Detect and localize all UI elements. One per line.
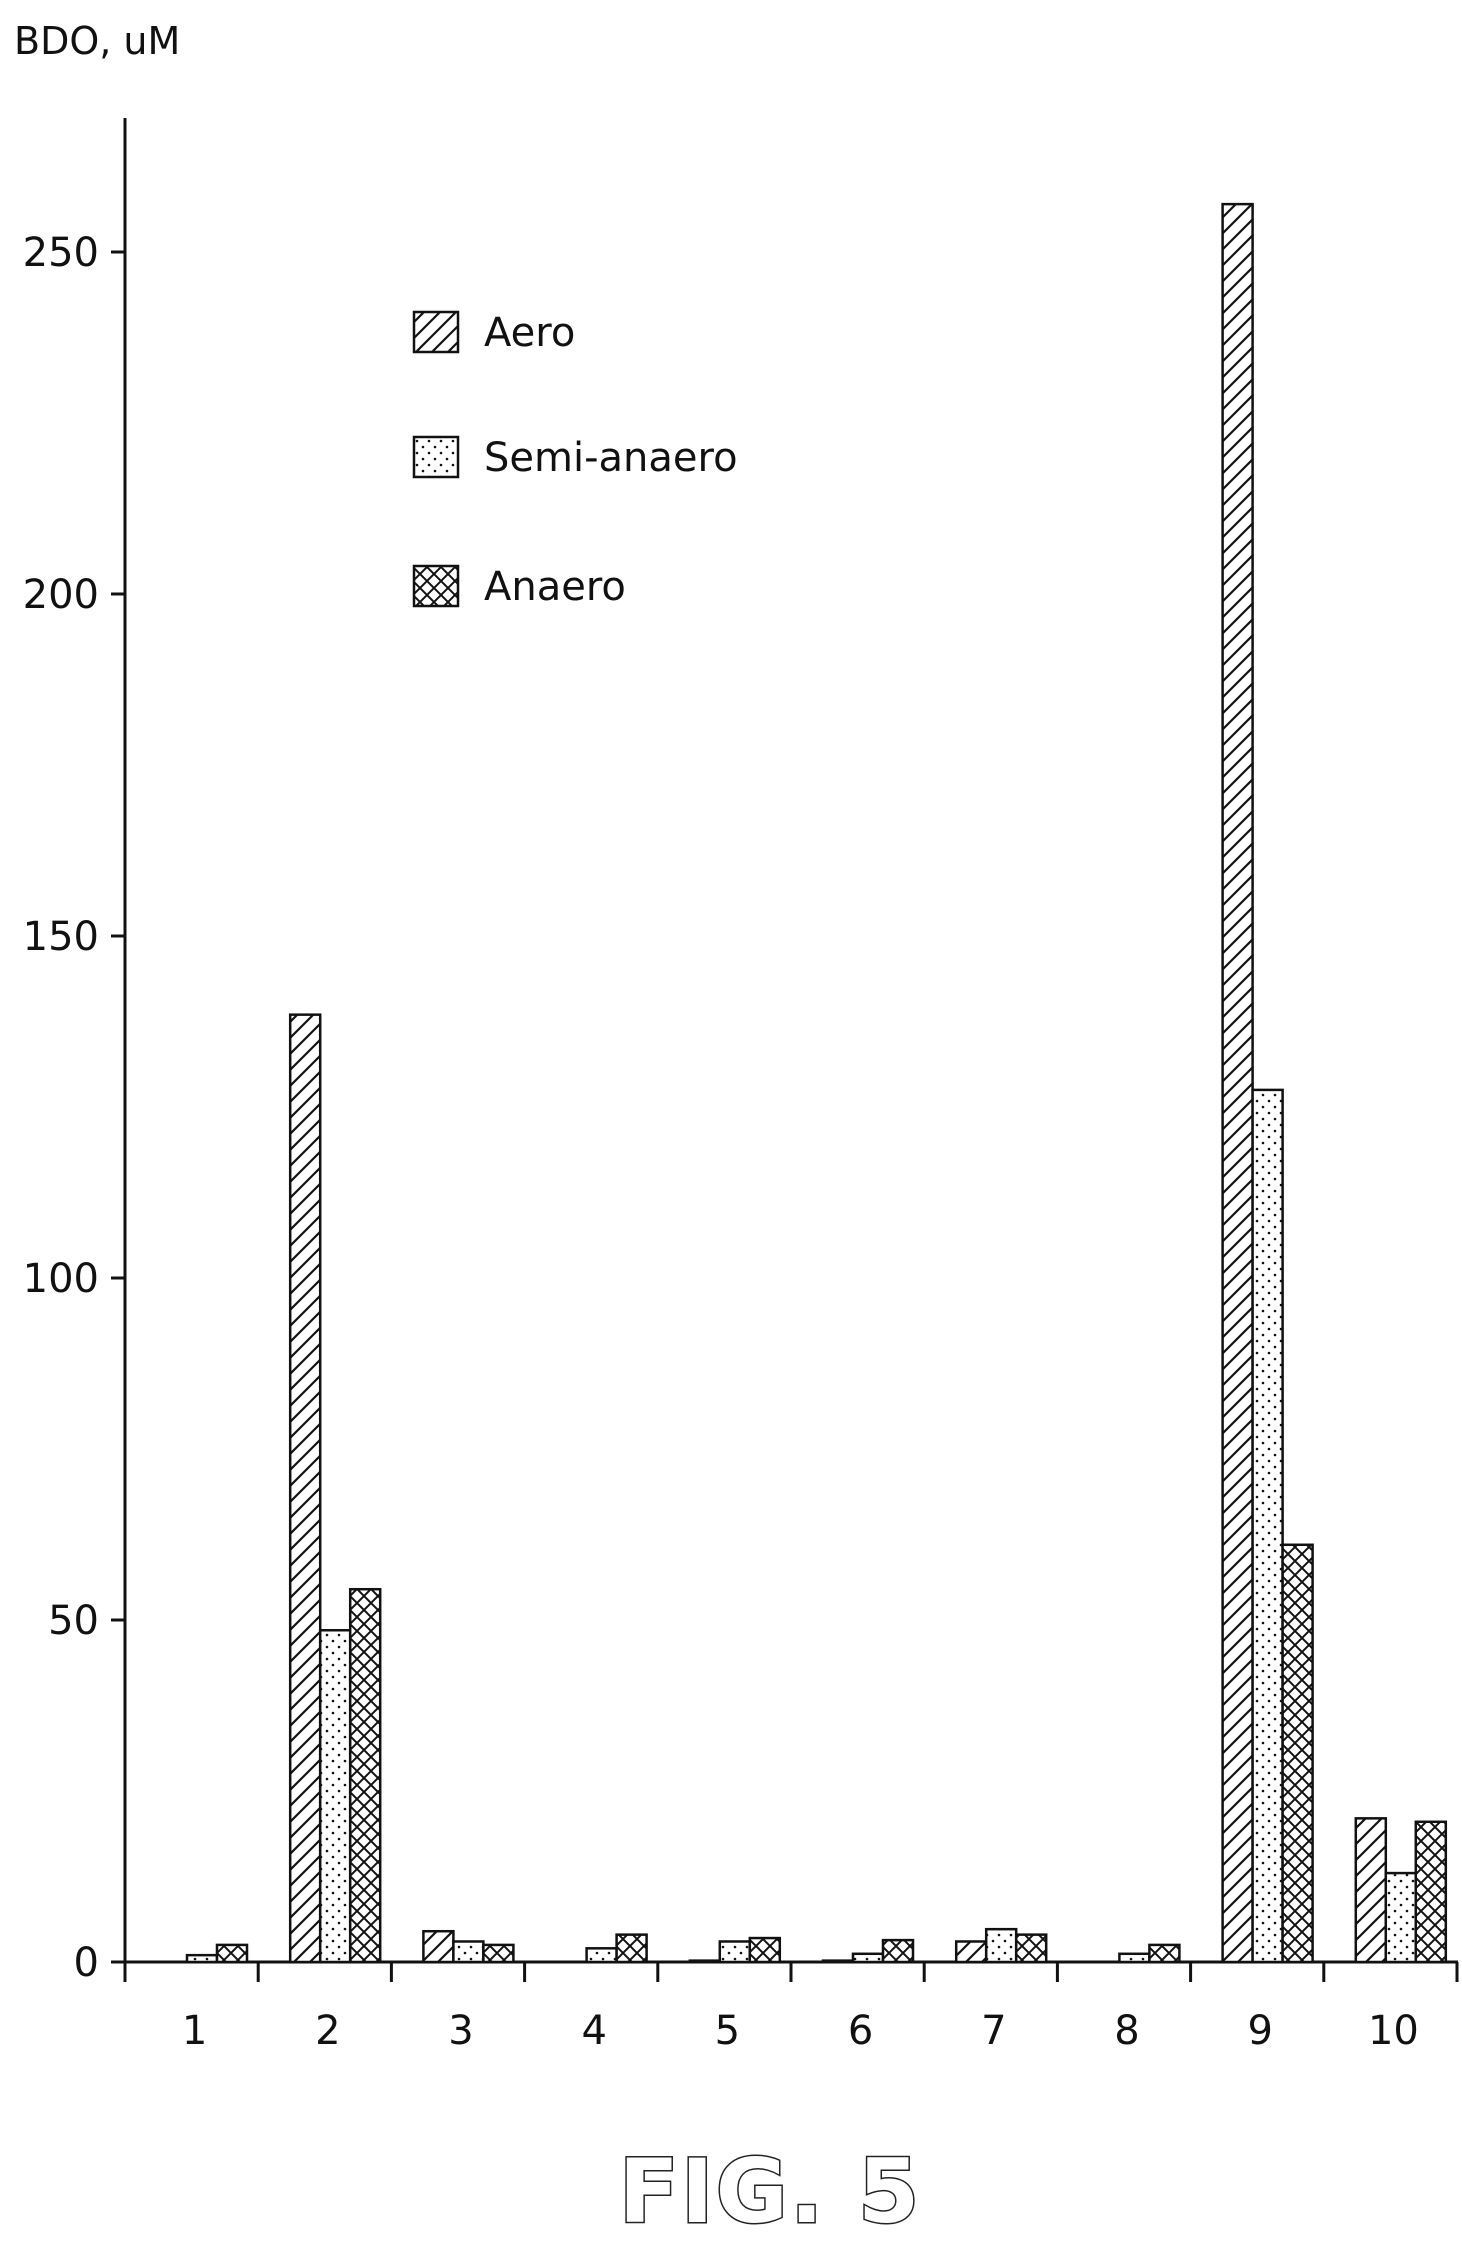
- chart-legend: Aero Semi-anaero Anaero: [412, 310, 738, 610]
- bar-aero-10: [1354, 1817, 1388, 1964]
- bar-anaero-7: [1014, 1933, 1048, 1964]
- legend-label-anaero: Anaero: [484, 564, 626, 610]
- bar-anaero-5: [748, 1936, 782, 1964]
- bar-aero-2: [288, 1013, 322, 1964]
- bar-semi-anaero-8: [1118, 1952, 1151, 1964]
- x-tick-label-1: 1: [182, 2008, 207, 2054]
- bar-semi-anaero-4: [585, 1947, 618, 1964]
- legend-label-aero: Aero: [484, 310, 575, 356]
- bar-aero-7: [954, 1940, 988, 1964]
- figure-caption: FIG. 5: [619, 2140, 921, 2243]
- x-tick-label-7: 7: [981, 2008, 1006, 2054]
- bar-semi-anaero-2: [318, 1629, 352, 1964]
- x-tick-label-10: 10: [1368, 2008, 1419, 2054]
- bar-anaero-10: [1414, 1820, 1448, 1964]
- legend-swatch-semi-anaero: [412, 435, 460, 479]
- bar-anaero-8: [1148, 1943, 1181, 1964]
- bar-aero-6: [821, 1959, 855, 1964]
- y-axis-title: BDO, uM: [14, 19, 180, 63]
- x-tick-label-6: 6: [848, 2008, 873, 2054]
- bar-aero-9: [1221, 202, 1254, 1964]
- bar-anaero-3: [482, 1943, 515, 1964]
- bar-anaero-1: [215, 1943, 249, 1964]
- legend-swatch-aero: [412, 310, 460, 354]
- legend-label-semi-anaero: Semi-anaero: [484, 435, 738, 481]
- bar-aero-3: [422, 1929, 455, 1964]
- y-tick-label: 200: [23, 572, 99, 618]
- bar-semi-anaero-7: [984, 1927, 1018, 1964]
- y-tick-label: 50: [48, 1598, 99, 1644]
- x-tick-label-9: 9: [1247, 2008, 1272, 2054]
- bar-aero-5: [688, 1959, 722, 1964]
- bar-semi-anaero-5: [718, 1940, 752, 1964]
- x-tick-label-8: 8: [1114, 2008, 1139, 2054]
- y-tick-label: 150: [23, 914, 99, 960]
- bar-anaero-6: [881, 1938, 915, 1964]
- x-tick-label-5: 5: [715, 2008, 740, 2054]
- bar-anaero-9: [1281, 1543, 1314, 1964]
- bar-semi-anaero-9: [1251, 1088, 1284, 1964]
- bar-anaero-4: [615, 1933, 648, 1964]
- bar-semi-anaero-1: [185, 1953, 219, 1964]
- x-tick-label-2: 2: [315, 2008, 340, 2054]
- y-tick-label: 100: [23, 1256, 99, 1302]
- y-tick-label: 0: [74, 1940, 99, 1986]
- bar-anaero-2: [348, 1587, 382, 1964]
- x-tick-label-3: 3: [448, 2008, 473, 2054]
- bar-semi-anaero-3: [452, 1940, 485, 1964]
- bar-semi-anaero-6: [851, 1952, 885, 1964]
- chart-axes: 0 50 100 150 200 250 1 2 3 4 5 6 7 8 9 10: [23, 118, 1459, 2054]
- bar-group: [185, 202, 1448, 1964]
- legend-swatch-anaero: [412, 564, 460, 608]
- bar-semi-anaero-10: [1384, 1871, 1418, 1964]
- x-tick-label-4: 4: [581, 2008, 606, 2054]
- y-tick-label: 250: [23, 230, 99, 276]
